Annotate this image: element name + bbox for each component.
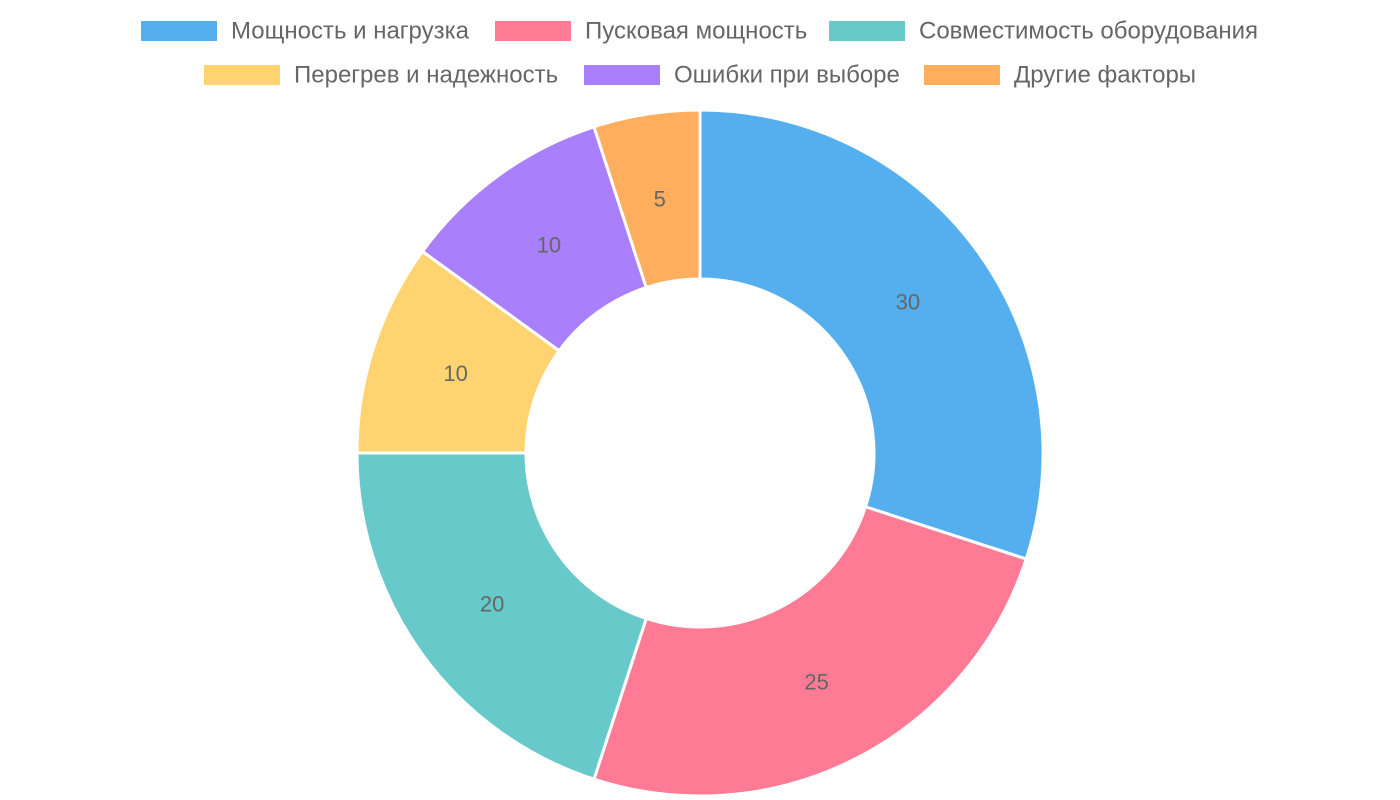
slice-value-label: 30 [896,289,920,314]
legend-label: Мощность и нагрузка [231,18,470,45]
legend-label: Перегрев и надежность [294,62,558,89]
legend-item[interactable]: Пусковая мощность [495,18,807,45]
doughnut-slice[interactable] [698,108,1045,561]
slice-value-label: 25 [804,669,828,694]
doughnut-slice[interactable] [355,451,649,782]
slice-value-label: 20 [480,592,504,617]
legend-swatch [924,65,1000,85]
legend-label: Совместимость оборудования [919,18,1258,45]
legend-item[interactable]: Ошибки при выборе [584,62,900,89]
legend-item[interactable]: Другие факторы [924,62,1196,89]
legend-item[interactable]: Мощность и нагрузка [141,18,470,45]
slice-value-label: 10 [537,233,561,258]
legend-label: Другие факторы [1014,62,1196,89]
doughnut-slice[interactable] [592,504,1029,798]
slice-value-labels: 30 25 20 10 10 5 [443,187,920,695]
legend-swatch [204,65,280,85]
legend-label: Ошибки при выборе [674,62,900,89]
chart-legend: Мощность и нагрузка Пусковая мощность Совм… [141,18,1258,89]
legend-label: Пусковая мощность [585,18,807,45]
legend-item[interactable]: Перегрев и надежность [204,62,558,89]
legend-swatch [584,65,660,85]
slice-value-label: 5 [654,187,666,212]
legend-swatch [495,21,571,41]
slice-value-label: 10 [443,361,467,386]
legend-item[interactable]: Совместимость оборудования [829,18,1258,45]
legend-swatch [829,21,905,41]
doughnut-slice[interactable] [592,108,702,290]
legend-swatch [141,21,217,41]
doughnut-slices [355,108,1045,798]
